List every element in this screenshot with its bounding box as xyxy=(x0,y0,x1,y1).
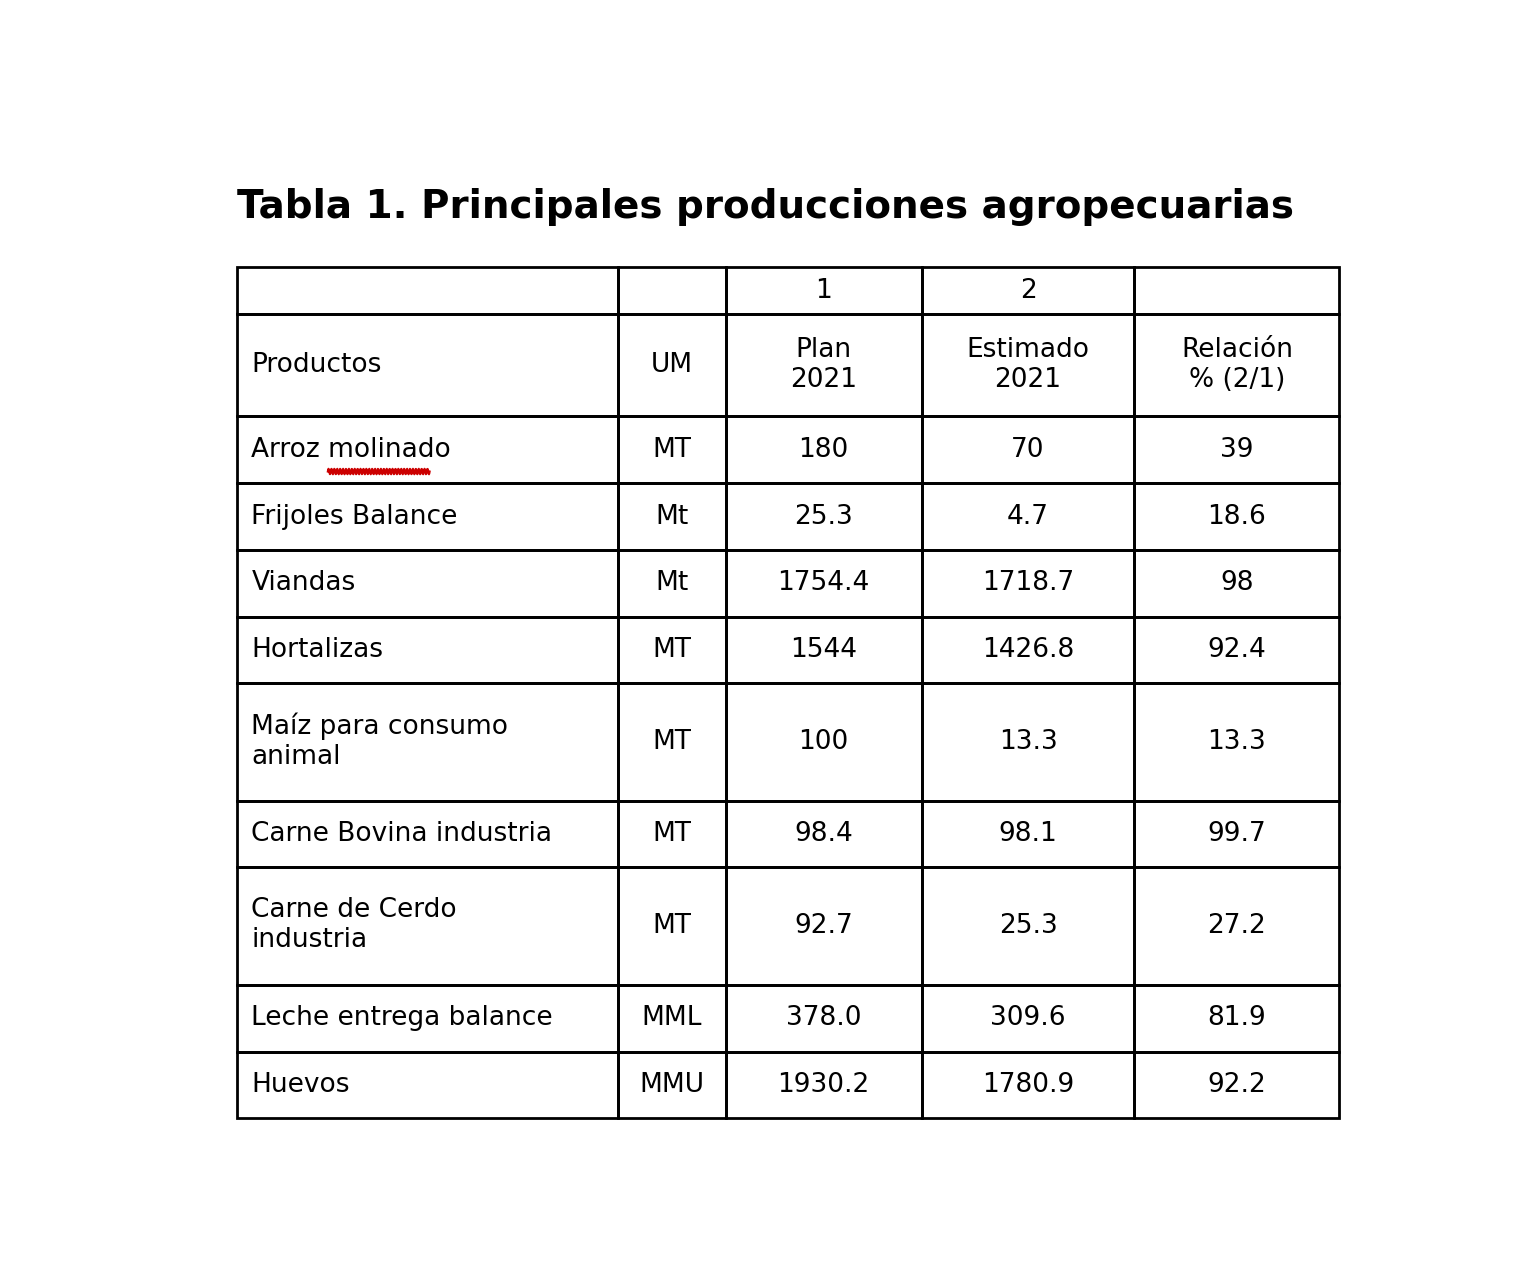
Text: 4.7: 4.7 xyxy=(1007,503,1049,529)
Text: MT: MT xyxy=(653,637,691,664)
Text: 100: 100 xyxy=(799,729,849,755)
Text: 25.3: 25.3 xyxy=(794,503,853,529)
Text: Frijoles Balance: Frijoles Balance xyxy=(251,503,458,529)
Text: 39: 39 xyxy=(1220,437,1253,462)
Text: 1544: 1544 xyxy=(789,637,858,664)
Text: 70: 70 xyxy=(1011,437,1045,462)
Text: MT: MT xyxy=(653,437,691,462)
Text: Huevos: Huevos xyxy=(251,1072,350,1098)
Text: 378.0: 378.0 xyxy=(786,1006,861,1031)
Text: Carne de Cerdo
industria: Carne de Cerdo industria xyxy=(251,897,456,953)
Text: Viandas: Viandas xyxy=(251,570,356,596)
Text: MML: MML xyxy=(642,1006,701,1031)
Text: Relación
% (2/1): Relación % (2/1) xyxy=(1180,337,1293,393)
Text: MMU: MMU xyxy=(639,1072,704,1098)
Text: 27.2: 27.2 xyxy=(1208,913,1267,939)
Text: 180: 180 xyxy=(799,437,849,462)
Text: 98.1: 98.1 xyxy=(999,821,1057,847)
Text: 99.7: 99.7 xyxy=(1208,821,1267,847)
Text: 1: 1 xyxy=(815,278,832,304)
Text: 1930.2: 1930.2 xyxy=(777,1072,870,1098)
Text: 92.2: 92.2 xyxy=(1208,1072,1267,1098)
Text: 1754.4: 1754.4 xyxy=(777,570,870,596)
Text: 2: 2 xyxy=(1019,278,1036,304)
Text: 1718.7: 1718.7 xyxy=(983,570,1074,596)
Text: 1780.9: 1780.9 xyxy=(983,1072,1074,1098)
Text: MT: MT xyxy=(653,729,691,755)
Text: 98.4: 98.4 xyxy=(794,821,853,847)
Text: 25.3: 25.3 xyxy=(999,913,1057,939)
Text: 1426.8: 1426.8 xyxy=(983,637,1074,664)
Text: UM: UM xyxy=(651,352,692,378)
Text: Mt: Mt xyxy=(656,570,687,596)
Text: Estimado
2021: Estimado 2021 xyxy=(966,337,1089,393)
Text: 92.7: 92.7 xyxy=(794,913,853,939)
Text: Leche entrega balance: Leche entrega balance xyxy=(251,1006,554,1031)
Text: Productos: Productos xyxy=(251,352,382,378)
Text: Arroz molinado: Arroz molinado xyxy=(251,437,452,462)
Text: 98: 98 xyxy=(1220,570,1253,596)
Text: Tabla 1. Principales producciones agropecuarias: Tabla 1. Principales producciones agrope… xyxy=(237,188,1294,227)
Text: 18.6: 18.6 xyxy=(1208,503,1267,529)
Text: 13.3: 13.3 xyxy=(1208,729,1267,755)
Text: Mt: Mt xyxy=(656,503,687,529)
Text: Plan
2021: Plan 2021 xyxy=(789,337,858,393)
Text: Hortalizas: Hortalizas xyxy=(251,637,383,664)
Text: Maíz para consumo
animal: Maíz para consumo animal xyxy=(251,712,508,770)
Text: Carne Bovina industria: Carne Bovina industria xyxy=(251,821,552,847)
Text: 13.3: 13.3 xyxy=(999,729,1057,755)
Text: MT: MT xyxy=(653,821,691,847)
Text: MT: MT xyxy=(653,913,691,939)
Text: 309.6: 309.6 xyxy=(990,1006,1066,1031)
Text: 81.9: 81.9 xyxy=(1208,1006,1267,1031)
Text: 92.4: 92.4 xyxy=(1208,637,1267,664)
